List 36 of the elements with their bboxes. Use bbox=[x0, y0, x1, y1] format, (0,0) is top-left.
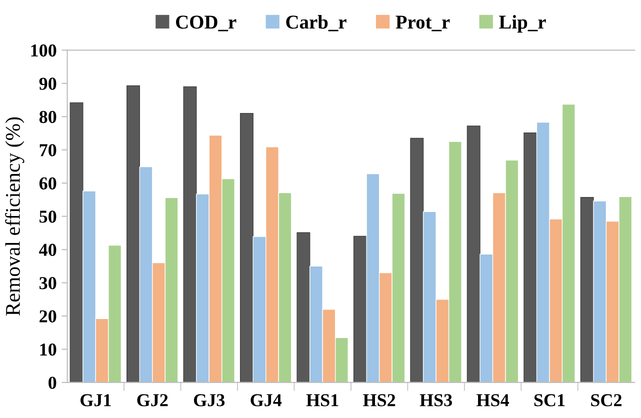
bar bbox=[240, 112, 254, 382]
y-tick-label: 30 bbox=[40, 277, 56, 290]
x-tick-label: HS1 bbox=[306, 394, 338, 406]
legend-label: Carb_r bbox=[286, 15, 346, 32]
legend-label: COD_r bbox=[176, 16, 236, 32]
legend-label: Prot_r bbox=[396, 16, 450, 32]
bar bbox=[126, 85, 140, 382]
legend-label: Lip_r bbox=[499, 15, 546, 33]
y-tick-label: 0 bbox=[48, 376, 56, 389]
bar bbox=[353, 236, 367, 382]
bar bbox=[580, 197, 594, 382]
x-tick-label: HS2 bbox=[363, 394, 396, 406]
x-tick-label: HS3 bbox=[420, 394, 452, 406]
y-tick-label: 40 bbox=[39, 244, 56, 256]
x-tick-label: GJ2 bbox=[137, 394, 168, 406]
x-tick-label: GJ1 bbox=[80, 394, 111, 406]
y-axis-title: Removal efficiency (%) bbox=[5, 117, 24, 316]
y-tick-label: 70 bbox=[40, 144, 56, 156]
bar bbox=[466, 126, 480, 382]
x-tick-label: SC2 bbox=[591, 394, 622, 406]
x-tick-label: SC1 bbox=[534, 394, 565, 406]
x-tick-label: GJ3 bbox=[194, 394, 225, 406]
y-tick-label: 80 bbox=[39, 110, 56, 124]
bar bbox=[524, 132, 538, 382]
bar bbox=[70, 102, 84, 382]
y-tick-label: 20 bbox=[40, 310, 56, 322]
y-tick-label: 100 bbox=[31, 44, 56, 57]
y-tick-label: 60 bbox=[39, 177, 56, 190]
y-tick-label: 50 bbox=[40, 210, 56, 223]
y-tick-label: 10 bbox=[40, 343, 56, 356]
bar bbox=[296, 232, 310, 382]
bar bbox=[410, 138, 424, 382]
x-tick-label: GJ4 bbox=[250, 394, 282, 406]
bar bbox=[183, 86, 197, 382]
x-tick-label: HS4 bbox=[476, 394, 509, 406]
y-tick-label: 90 bbox=[39, 78, 56, 90]
